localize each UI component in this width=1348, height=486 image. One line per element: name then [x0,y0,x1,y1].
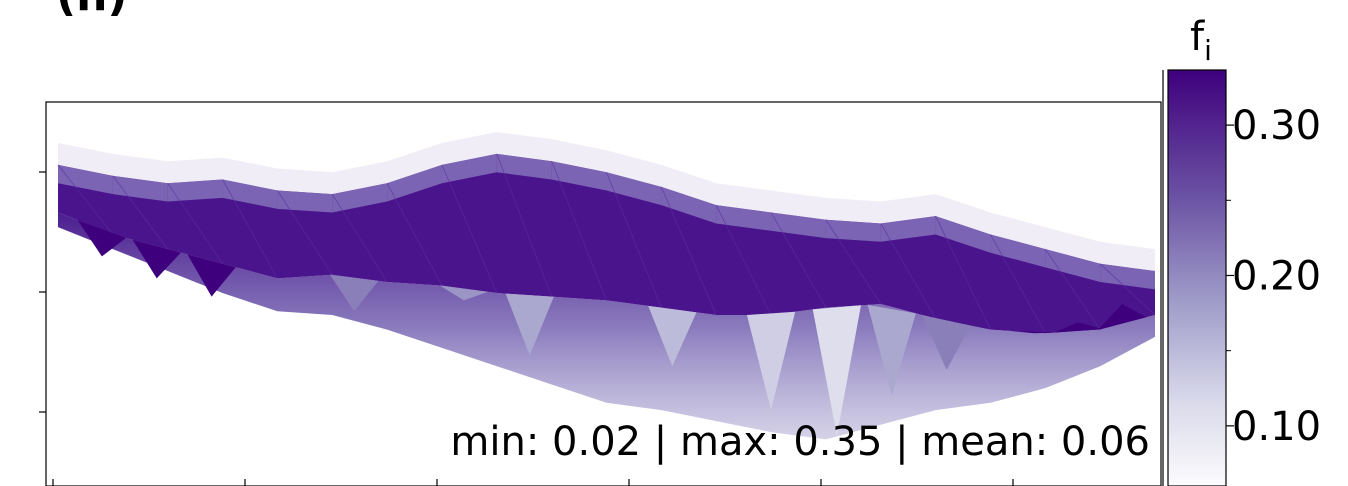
mesh-line [222,179,251,230]
colorbar: 0.30 0.20 0.10 fi [1162,14,1321,486]
spike-cell [867,304,916,396]
mesh-line [688,250,717,316]
mesh-line [660,186,690,252]
mesh-line [277,190,306,233]
band-fringe [58,212,1155,440]
mesh-line [139,212,169,250]
band-edge-cell [990,234,1046,268]
band-haze [58,131,1155,283]
spike-cell [439,285,489,301]
spike-cell [330,274,379,312]
mesh-line [743,259,772,316]
spike-cell [77,220,127,257]
heatmap-mesh [57,131,1156,440]
band-edge-cell [1045,249,1101,283]
band-edge-cell [825,219,881,242]
band-edge-cell [771,212,826,239]
spike-cell [1054,322,1103,333]
mesh-line [1044,248,1074,290]
mesh-line [386,183,415,235]
spike-cell [648,305,697,367]
band-edge-cell [880,216,936,242]
mesh-line [852,261,882,305]
mesh-line [304,232,333,275]
mesh-line [523,225,553,297]
mesh-line [798,259,827,308]
mesh-line [57,164,86,200]
spike-cell [746,311,796,411]
band-edge-cell [277,190,333,213]
mesh-line [962,272,991,330]
colorbar-label-subscript: i [1204,34,1212,67]
mesh-line [194,223,223,264]
mesh-line [1099,263,1128,290]
mesh-line [880,223,909,272]
spike-cell [1097,303,1147,330]
spike-cell [132,239,181,279]
spike-cell [1010,330,1059,334]
mesh-line [715,204,744,261]
colorbar-tick-label: 0.30 [1232,103,1321,149]
band-edge-cell [222,179,278,209]
plot-area: min: 0.02 | max: 0.35 | mean: 0.06 [39,101,1162,486]
mesh-line [469,228,498,294]
band-edge-cell [496,153,552,180]
band-edge-cell [58,164,113,195]
band-edge-cell [167,179,223,202]
mesh-line [414,234,443,286]
band-edge-cell [332,183,388,213]
band-edge-cell [935,216,991,253]
spike-cell [505,293,554,356]
mesh-line [441,164,470,230]
axis-ticks [39,171,1014,486]
mesh-line [990,234,1019,285]
spike-cell [187,254,236,297]
colorbar-tick-label: 0.20 [1232,253,1321,299]
band-edge-cell [441,153,497,184]
mesh-line [249,228,278,279]
mesh-line [1017,283,1046,334]
mesh-line [1072,289,1101,330]
stats-annotation: min: 0.02 | max: 0.35 | mean: 0.06 [450,419,1150,465]
mesh-line [331,193,361,239]
band-edge-cell [661,186,717,224]
spike-cell [812,305,862,436]
mesh-line [359,237,388,283]
colorbar-label-main: f [1190,14,1205,60]
mesh-line [907,270,936,319]
colorbar-ticks: 0.30 0.20 0.10 [1226,103,1321,450]
band-edge-cell [606,172,662,206]
mesh-line [551,161,580,231]
mesh-line [633,239,662,308]
colorbar-gradient [1167,69,1227,486]
mesh-line [112,175,141,213]
mesh-line [1127,289,1156,316]
band-edge-cell [716,205,772,231]
colorbar-tick-label: 0.10 [1232,404,1321,450]
mesh-line [825,219,854,263]
mesh-line [935,215,964,274]
band-edge-cell [1100,263,1155,290]
mesh-line [770,212,799,261]
mesh-line [606,172,635,241]
mesh-line [85,199,114,235]
mesh-line [496,153,525,226]
band-edge-cell [112,175,168,202]
mesh-line [167,182,196,224]
band-edge-cell [551,161,607,191]
mesh-line [578,230,607,301]
colorbar-label: fi [1190,14,1212,67]
spike-cell [922,315,971,370]
band-edge-cell [387,164,442,202]
panel-label: (h) [56,0,128,21]
